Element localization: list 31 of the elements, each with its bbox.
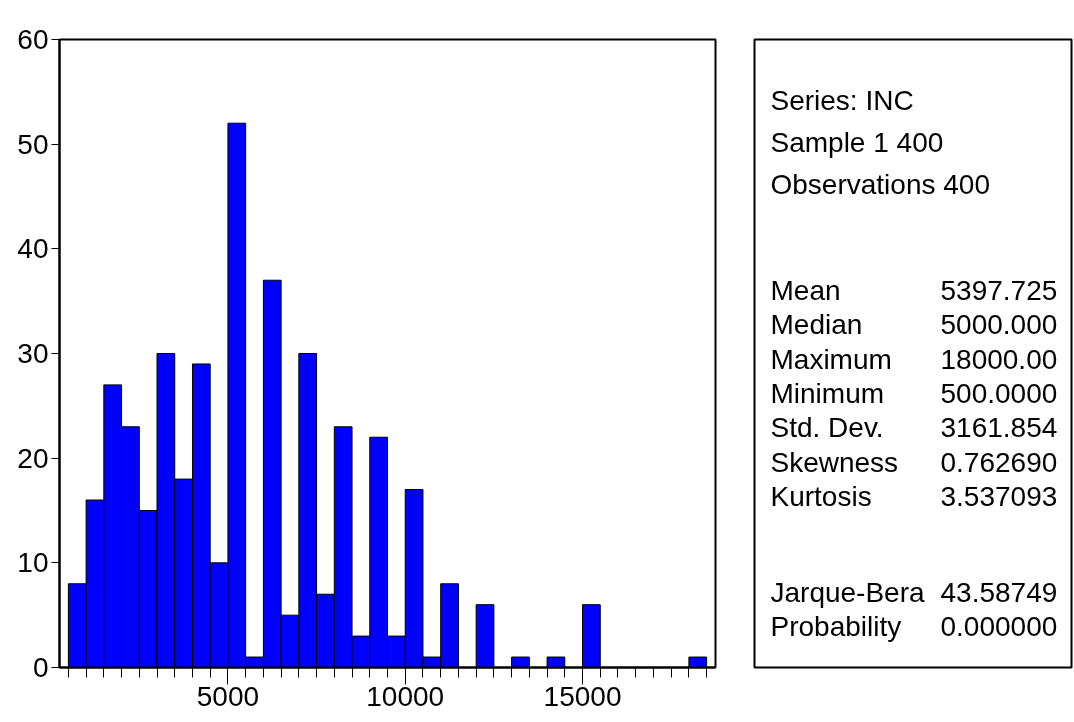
category-label: Median [770,309,863,341]
text: 500.0000 [940,377,1058,409]
category-label: Kurtosis [770,480,872,512]
category-label: Mean [770,275,841,306]
category-label: Maximum [770,343,892,375]
text: 5397.725 [940,275,1058,306]
text: 0.762690 [940,446,1058,478]
text: 3161.854 [940,412,1058,444]
y-tick-label: 50 [17,128,49,160]
y-tick-label: 60 [17,24,49,55]
text: 3.537093 [940,480,1058,512]
y-tick-label: 30 [17,338,49,369]
text: 0.000000 [940,611,1058,643]
text: Series: INC [770,85,914,116]
y-tick-label: 0 [32,652,49,683]
y-tick-label: 10 [17,547,49,579]
x-tick-label: 15000 [543,680,622,712]
text: Sample 1 400 [770,127,944,158]
y-tick-label: 40 [17,233,49,265]
category-label: Std. Dev. [770,412,884,444]
y-tick-label: 20 [17,442,49,474]
category-label: Minimum [770,377,885,409]
x-tick-label: 10000 [366,680,445,712]
x-tick-label: 5000 [196,680,260,712]
category-label: Skewness [770,446,899,478]
text: 5000.000 [940,309,1058,341]
category-label: Probability [770,611,902,643]
text: Observations 400 [770,169,990,200]
text: 43.58749 [940,577,1058,609]
category-label: Jarque-Bera [770,577,926,609]
text: 18000.00 [940,343,1058,375]
